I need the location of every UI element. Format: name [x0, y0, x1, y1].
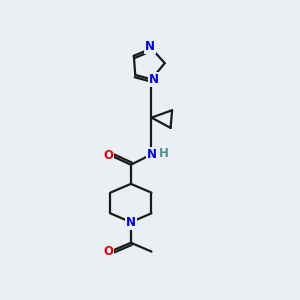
Text: H: H	[159, 147, 169, 160]
Text: N: N	[145, 40, 155, 52]
Text: O: O	[103, 245, 113, 258]
Text: N: N	[126, 216, 136, 229]
Text: N: N	[146, 148, 157, 161]
Text: N: N	[149, 74, 159, 86]
Text: O: O	[103, 149, 113, 162]
